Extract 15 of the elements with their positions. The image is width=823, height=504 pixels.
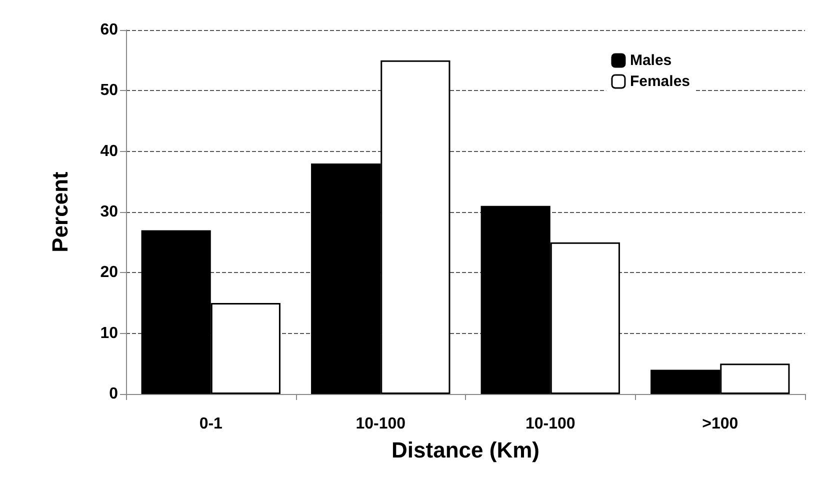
x-tick-label: >100 [702, 416, 738, 432]
x-tick-label: 10-100 [356, 416, 406, 432]
x-tick-label: 10-100 [525, 416, 576, 432]
y-tick-label: 10 [100, 324, 118, 342]
y-axis-title: Percent [48, 170, 72, 252]
x-axis-title: Distance (Km) [392, 438, 540, 462]
x-tick-label: 0-1 [199, 416, 223, 432]
y-tick-label: 0 [109, 386, 118, 402]
y-tick-label: 20 [100, 264, 118, 282]
legend-label: Males [630, 52, 672, 69]
y-tick-label: 60 [100, 22, 118, 38]
legend-label: Females [630, 73, 690, 90]
y-tick-label: 40 [100, 142, 118, 160]
y-tick-label: 30 [100, 204, 118, 220]
y-tick-label: 50 [100, 82, 118, 100]
